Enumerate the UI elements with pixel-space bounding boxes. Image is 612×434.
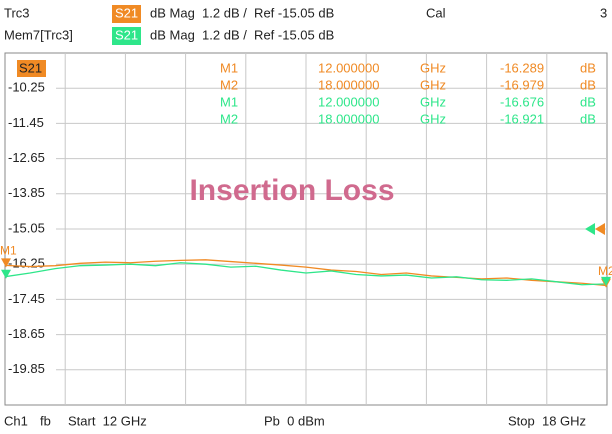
tick-label-bg xyxy=(6,362,56,377)
y-tick-label: -11.45 xyxy=(8,115,44,130)
y-tick-label: -15.05 xyxy=(8,220,45,235)
tick-label-bg xyxy=(6,151,56,166)
memory-param-box xyxy=(112,27,141,45)
tick-label-bg xyxy=(6,292,56,307)
marker-info: -16.921 xyxy=(500,111,544,126)
marker-info: -16.676 xyxy=(500,94,544,109)
trace-line xyxy=(4,259,608,287)
footer-channel: Ch1 xyxy=(4,413,28,428)
tick-label-bg xyxy=(6,81,56,96)
footer-stop: Stop 18 GHz xyxy=(508,413,586,428)
trace-name: Trc3 xyxy=(4,5,30,20)
marker-info: GHz xyxy=(420,77,446,92)
marker-info: 18.000000 xyxy=(318,77,379,92)
y-tick-label: -10.25 xyxy=(8,80,45,95)
marker-info: 12.000000 xyxy=(318,60,379,75)
memory-format: dB Mag 1.2 dB / Ref -15.05 dB xyxy=(150,27,334,42)
marker-info: M1 xyxy=(220,60,238,75)
marker-info: GHz xyxy=(420,111,446,126)
marker-info: dB xyxy=(580,77,596,92)
marker-info: -16.979 xyxy=(500,77,544,92)
marker-triangle xyxy=(601,276,611,286)
marker-info: -16.289 xyxy=(500,60,544,75)
marker-info: M2 xyxy=(220,77,238,92)
annotation: Insertion Loss xyxy=(189,174,394,207)
param-label: S21 xyxy=(19,60,42,75)
marker-tag: M1 xyxy=(0,244,17,258)
ref-indicator xyxy=(585,223,595,235)
ref-indicator xyxy=(595,223,605,235)
tick-label-bg xyxy=(6,257,56,272)
marker-tag: M2 xyxy=(598,264,612,278)
y-tick-label: -12.65 xyxy=(8,150,45,165)
marker-info: M1 xyxy=(220,94,238,109)
y-tick-label: -19.85 xyxy=(8,361,45,376)
trace-format: dB Mag 1.2 dB / Ref -15.05 dB xyxy=(150,5,334,20)
tick-label-bg xyxy=(6,222,56,236)
footer-power: Pb 0 dBm xyxy=(264,413,325,428)
y-tick-label: -16.25 xyxy=(8,256,45,271)
marker-triangle xyxy=(1,269,11,279)
memory-param: S21 xyxy=(115,27,138,42)
memory-name: Mem7[Trc3] xyxy=(4,27,73,42)
trace-param: S21 xyxy=(115,5,138,20)
trace-line xyxy=(4,262,608,286)
tick-label-bg xyxy=(6,116,56,131)
marker-info: dB xyxy=(580,94,596,109)
y-tick-label: -18.65 xyxy=(8,326,45,341)
marker-info: M2 xyxy=(220,111,238,126)
footer-fb: fb xyxy=(40,413,51,428)
marker-info: dB xyxy=(580,60,596,75)
y-tick-label: -17.45 xyxy=(8,291,45,306)
param-label-box xyxy=(17,60,46,77)
trace-param-box xyxy=(112,5,141,23)
marker-info: GHz xyxy=(420,60,446,75)
marker-triangle xyxy=(1,258,11,268)
tick-label-bg xyxy=(6,186,56,201)
marker-info: 12.000000 xyxy=(318,94,379,109)
marker-info: 18.000000 xyxy=(318,111,379,126)
channel-count: 3 xyxy=(600,5,607,20)
tick-label-bg xyxy=(6,327,56,342)
y-tick-label: -13.85 xyxy=(8,185,45,200)
marker-info: dB xyxy=(580,111,596,126)
cal-status: Cal xyxy=(426,5,446,20)
marker-info: GHz xyxy=(420,94,446,109)
footer-start: Start 12 GHz xyxy=(68,413,147,428)
